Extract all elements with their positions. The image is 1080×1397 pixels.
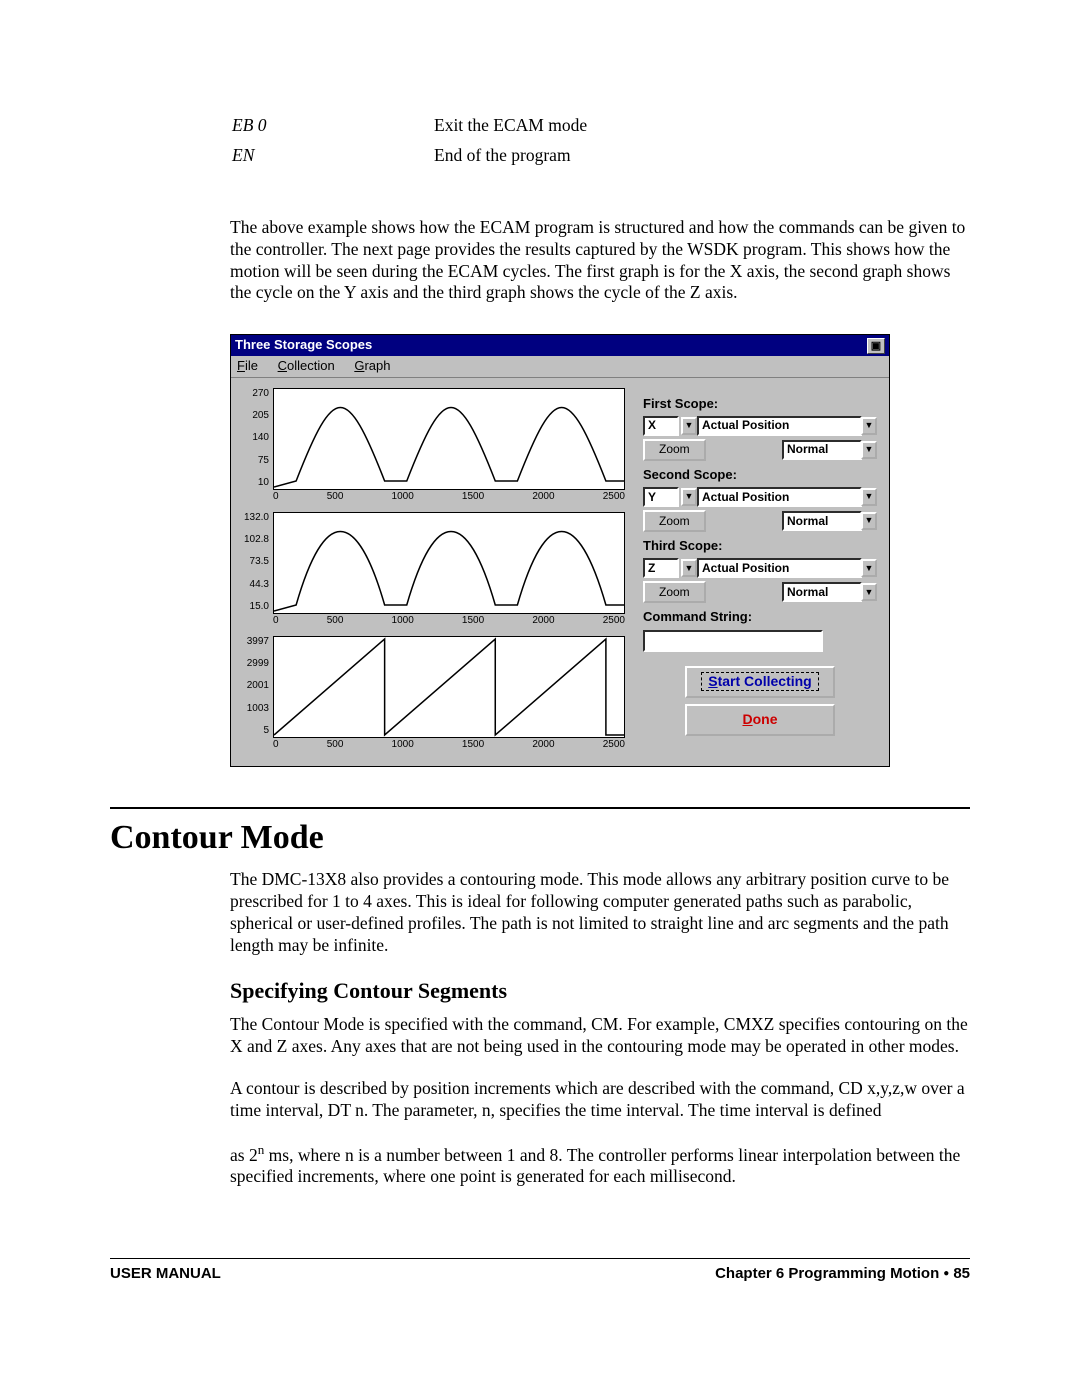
footer-right: Chapter 6 Programming Motion●85 xyxy=(715,1265,970,1284)
section-rule xyxy=(110,807,970,809)
menubar: File Collection Graph xyxy=(231,356,889,377)
footer-left: USER MANUAL xyxy=(110,1265,221,1284)
scopes-window: Three Storage Scopes ▣ File Collection G… xyxy=(230,334,890,766)
command-table: EB 0 Exit the ECAM mode EN End of the pr… xyxy=(230,110,589,172)
chevron-down-icon[interactable]: ▼ xyxy=(861,417,877,435)
yticks: 3997 2999 2001 1003 5 xyxy=(239,634,271,738)
first-scope-label: First Scope: xyxy=(643,396,877,412)
chevron-down-icon[interactable]: ▼ xyxy=(681,488,697,506)
plot-area xyxy=(273,388,625,490)
footer-rule xyxy=(110,1258,970,1259)
start-collecting-button[interactable]: Start Collecting xyxy=(685,666,835,698)
chevron-down-icon[interactable]: ▼ xyxy=(861,512,877,530)
zoom-button[interactable]: Zoom xyxy=(643,581,706,603)
start-collecting-text: tart Collecting xyxy=(718,673,812,689)
spec-paragraph-2b: as 2n ms, where n is a number between 1 … xyxy=(230,1142,970,1189)
menu-item-file[interactable]: File xyxy=(237,358,258,373)
graph-2: 132.0 102.8 73.5 44.3 15.0 0 500 1000 15… xyxy=(239,510,629,628)
trace xyxy=(274,407,624,487)
table-row: EN End of the program xyxy=(232,142,587,170)
cmd-code: EN xyxy=(232,142,432,170)
scale-select[interactable]: Normal xyxy=(782,511,862,531)
spec-paragraph-2a: A contour is described by position incre… xyxy=(230,1078,970,1122)
command-string-input[interactable] xyxy=(643,630,823,652)
contour-paragraph: The DMC-13X8 also provides a contouring … xyxy=(230,869,970,957)
chevron-down-icon[interactable]: ▼ xyxy=(861,559,877,577)
axis-select[interactable]: X xyxy=(643,416,679,436)
position-select[interactable]: Actual Position xyxy=(697,558,862,578)
cmd-code: EB 0 xyxy=(232,112,432,140)
graphs-panel: 270 205 140 75 10 0 500 1000 1500 2000 xyxy=(239,386,629,758)
cmd-desc: End of the program xyxy=(434,142,587,170)
plot-area xyxy=(273,512,625,614)
done-text: one xyxy=(753,711,778,729)
trace xyxy=(274,639,624,735)
done-button[interactable]: Done xyxy=(685,704,835,736)
third-scope-label: Third Scope: xyxy=(643,538,877,554)
menu-item-collection[interactable]: Collection xyxy=(278,358,335,373)
xticks: 0 500 1000 1500 2000 2500 xyxy=(273,615,625,628)
controls-panel: First Scope: X ▼ Actual Position ▼ Zoom … xyxy=(629,386,881,758)
scale-select[interactable]: Normal xyxy=(782,440,862,460)
yticks: 132.0 102.8 73.5 44.3 15.0 xyxy=(239,510,271,614)
scale-select[interactable]: Normal xyxy=(782,582,862,602)
axis-select[interactable]: Z xyxy=(643,558,679,578)
table-row: EB 0 Exit the ECAM mode xyxy=(232,112,587,140)
titlebar[interactable]: Three Storage Scopes ▣ xyxy=(231,335,889,356)
second-scope-label: Second Scope: xyxy=(643,467,877,483)
control-icon[interactable]: ▣ xyxy=(867,338,885,354)
zoom-button[interactable]: Zoom xyxy=(643,439,706,461)
position-select[interactable]: Actual Position xyxy=(697,416,862,436)
spec-paragraph-1: The Contour Mode is specified with the c… xyxy=(230,1014,970,1058)
chevron-down-icon[interactable]: ▼ xyxy=(861,441,877,459)
yticks: 270 205 140 75 10 xyxy=(239,386,271,490)
chevron-down-icon[interactable]: ▼ xyxy=(861,488,877,506)
chevron-down-icon[interactable]: ▼ xyxy=(861,583,877,601)
xticks: 0 500 1000 1500 2000 2500 xyxy=(273,739,625,752)
menu-item-graph[interactable]: Graph xyxy=(354,358,390,373)
window-title: Three Storage Scopes xyxy=(235,337,372,354)
chevron-down-icon[interactable]: ▼ xyxy=(681,417,697,435)
position-select[interactable]: Actual Position xyxy=(697,487,862,507)
section-heading: Contour Mode xyxy=(110,817,970,860)
trace xyxy=(274,531,624,611)
command-string-label: Command String: xyxy=(643,609,877,625)
chevron-down-icon[interactable]: ▼ xyxy=(681,559,697,577)
cmd-desc: Exit the ECAM mode xyxy=(434,112,587,140)
window-controls: ▣ xyxy=(866,337,885,354)
graph-3: 3997 2999 2001 1003 5 0 500 1000 1500 2 xyxy=(239,634,629,752)
zoom-button[interactable]: Zoom xyxy=(643,510,706,532)
subsection-heading: Specifying Contour Segments xyxy=(230,977,970,1005)
page-footer: USER MANUAL Chapter 6 Programming Motion… xyxy=(110,1265,970,1284)
axis-select[interactable]: Y xyxy=(643,487,679,507)
graph-1: 270 205 140 75 10 0 500 1000 1500 2000 xyxy=(239,386,629,504)
plot-area xyxy=(273,636,625,738)
xticks: 0 500 1000 1500 2000 2500 xyxy=(273,491,625,504)
intro-paragraph: The above example shows how the ECAM pro… xyxy=(230,217,970,305)
